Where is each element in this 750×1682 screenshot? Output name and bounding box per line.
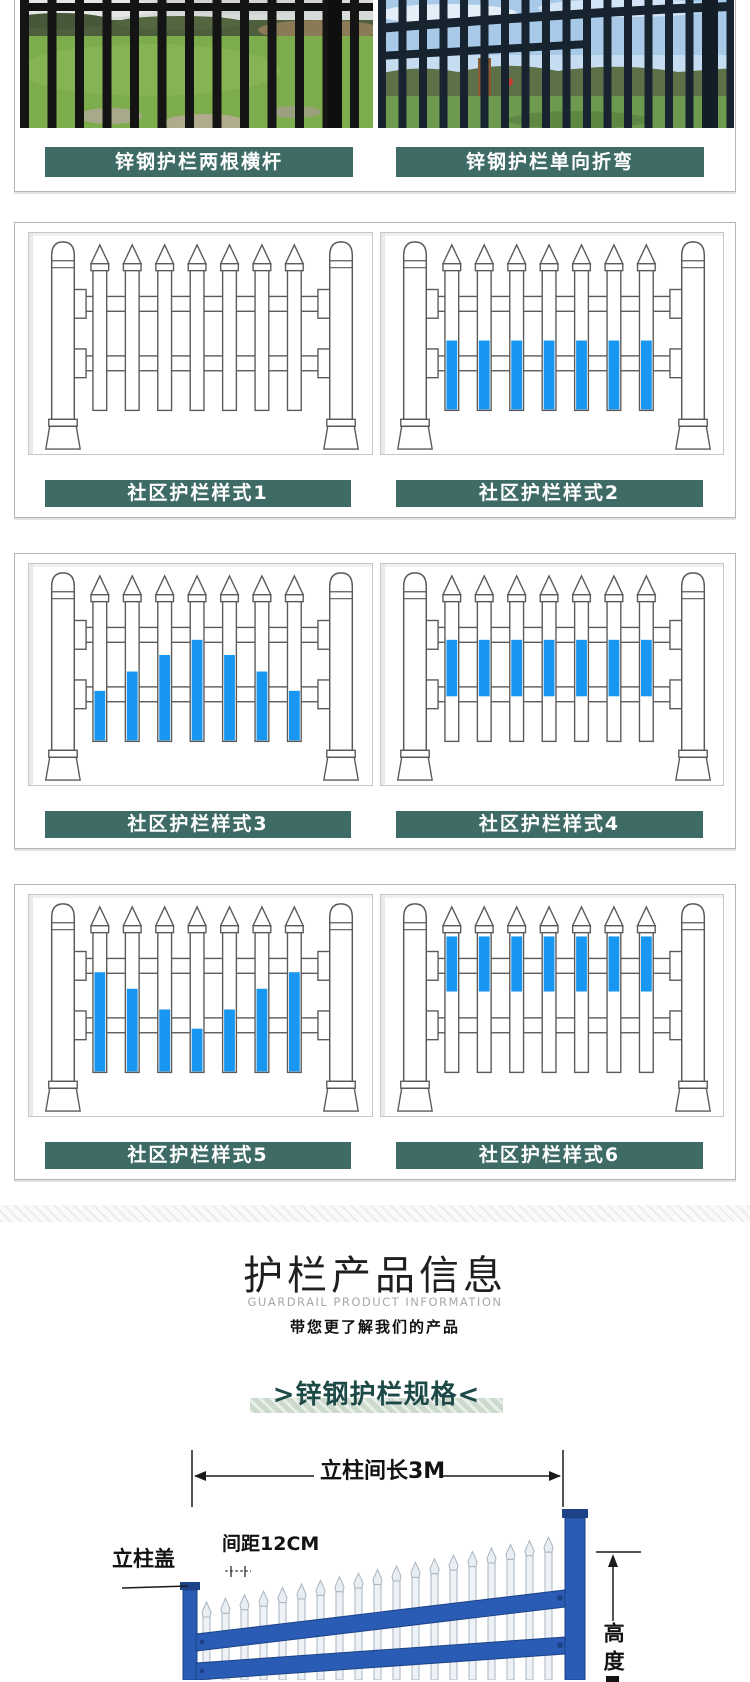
photo-zinc-fence-two-rails: [20, 0, 373, 128]
style-panel-row-2: 社区护栏样式3 社区护栏样式4: [14, 553, 736, 849]
style-caption-6: 社区护栏样式6: [396, 1142, 703, 1169]
section-tagline: 带您更了解我们的产品: [289, 1318, 460, 1336]
style-caption-3: 社区护栏样式3: [45, 811, 351, 838]
photo-panel: 锌钢护栏两根横杆 锌钢护栏单向折弯: [14, 0, 736, 192]
fence-style-card-4: [380, 563, 724, 786]
spec-banner-band: [250, 1398, 503, 1413]
style-caption-2: 社区护栏样式2: [396, 480, 703, 507]
section-title: 护栏产品信息: [243, 1253, 507, 1299]
photo-single-bend-image: [378, 0, 734, 128]
dim-height-label: 高度: [601, 1622, 626, 1678]
style-panel-row-1: 社区护栏样式1 社区护栏样式2: [14, 222, 736, 518]
style-panel-row-3: 社区护栏样式5 社区护栏样式6: [14, 884, 736, 1180]
dim-post-span-label: 立柱间长3M: [320, 1459, 446, 1484]
style-caption-4: 社区护栏样式4: [396, 811, 703, 838]
photo-two-rails-image: [20, 0, 373, 128]
photo-zinc-fence-single-bend: [378, 0, 734, 128]
style-caption-5: 社区护栏样式5: [45, 1142, 351, 1169]
fence-style-card-2: [380, 232, 724, 455]
dim-picket-gap-label: 间距12CM: [222, 1533, 320, 1555]
hatch-divider: [0, 1205, 750, 1222]
section-subtitle: GUARDRAIL PRODUCT INFORMATION: [247, 1295, 503, 1309]
post-cap-label: 立柱盖: [112, 1547, 175, 1571]
fence-style-card-3: [28, 563, 373, 786]
clipped-glyph-stroke: [606, 1676, 619, 1682]
photo-caption-two-rails: 锌钢护栏两根横杆: [45, 147, 353, 177]
style-caption-1: 社区护栏样式1: [45, 480, 351, 507]
photo-caption-single-bend: 锌钢护栏单向折弯: [396, 147, 704, 177]
spec-banner-text: >锌钢护栏规格<: [272, 1380, 481, 1410]
spec-diagram: 立柱间长3M 间距12CM 立柱盖 高度: [0, 1430, 750, 1682]
fence-style-card-5: [28, 894, 373, 1117]
spec-fence-image: [0, 1430, 750, 1680]
fence-style-card-6: [380, 894, 724, 1117]
fence-style-card-1: [28, 232, 373, 455]
